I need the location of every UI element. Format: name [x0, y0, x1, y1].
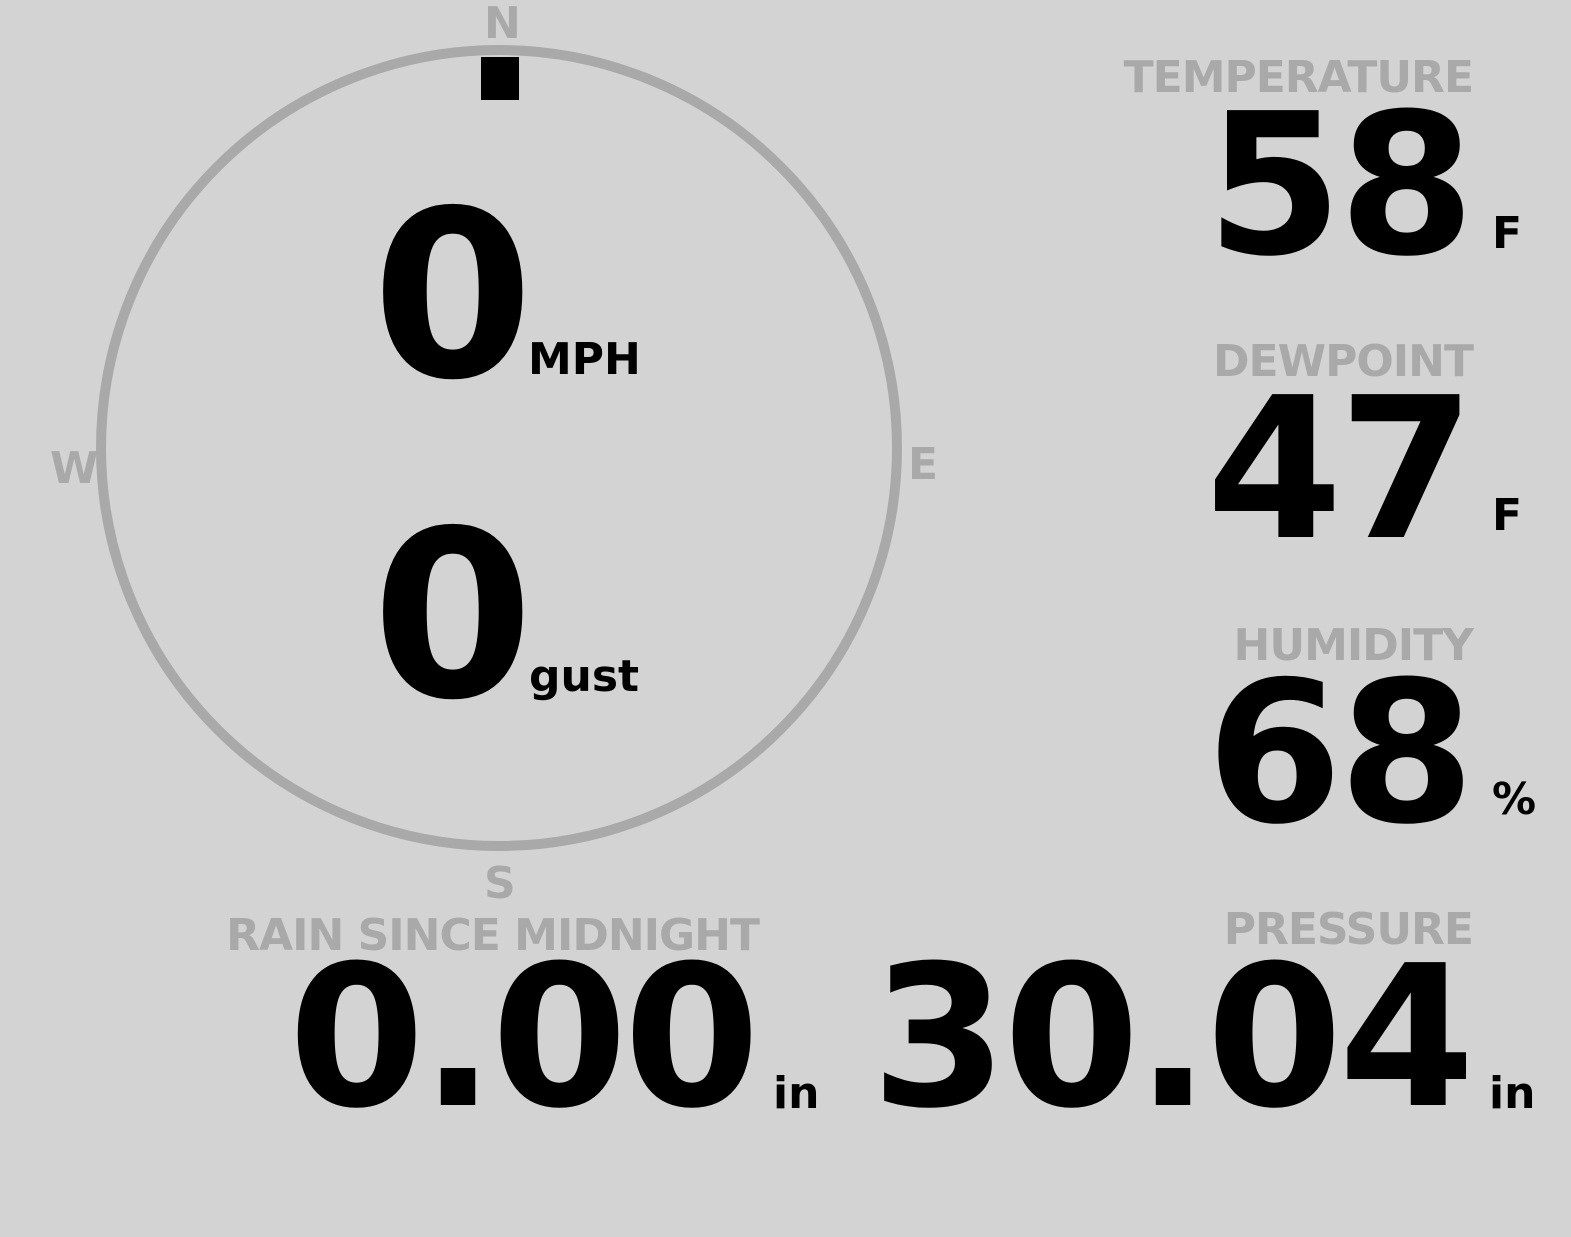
compass-north: N [484, 0, 521, 49]
temperature-label: TEMPERATURE [1123, 52, 1474, 103]
dewpoint-unit: F [1492, 490, 1523, 541]
humidity-label: HUMIDITY [1233, 620, 1474, 671]
wind-gust-unit: gust [529, 651, 640, 702]
dewpoint-value: 47 [1206, 356, 1475, 584]
temperature-value: 58 [1206, 72, 1475, 300]
humidity-value: 68 [1206, 640, 1475, 868]
rain-label: RAIN SINCE MIDNIGHT [226, 910, 760, 961]
humidity-unit: % [1492, 774, 1537, 825]
compass-east: E [908, 439, 939, 490]
compass-south: S [484, 858, 516, 909]
wind-direction-marker [481, 57, 519, 100]
pressure-value: 30.04 [871, 924, 1475, 1152]
pressure-label: PRESSURE [1223, 904, 1474, 955]
temperature-unit: F [1492, 208, 1523, 259]
compass-ring [96, 45, 902, 851]
wind-compass [96, 45, 902, 851]
rain-value: 0.00 [288, 924, 760, 1152]
dewpoint-label: DEWPOINT [1213, 336, 1474, 387]
wind-speed-unit: MPH [528, 334, 641, 385]
wind-gust-value: 0 [372, 481, 533, 751]
compass-west: W [50, 443, 99, 494]
pressure-unit: in [1489, 1068, 1536, 1119]
rain-unit: in [773, 1068, 820, 1119]
wind-speed-value: 0 [372, 161, 533, 431]
